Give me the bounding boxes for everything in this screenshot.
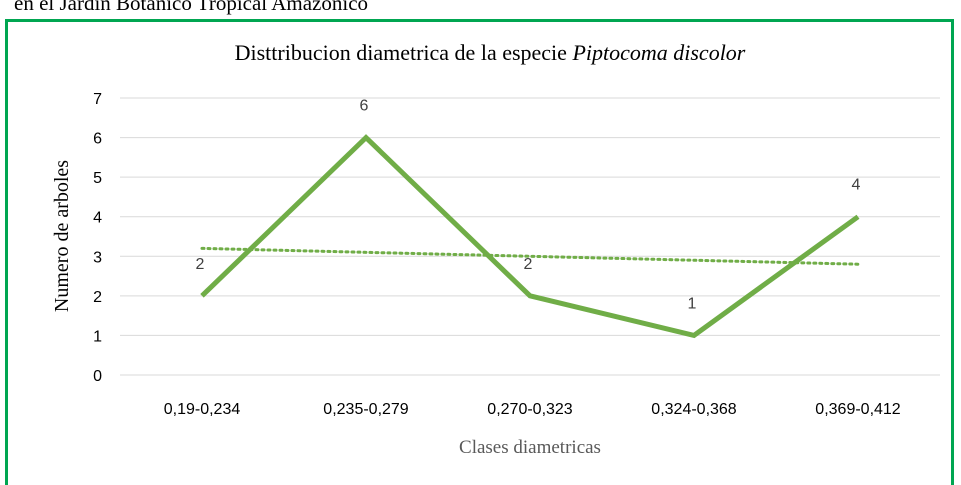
caption: en el Jardín Botánico Tropical Amazónico [14, 0, 368, 15]
y-tick-label: 6 [93, 131, 102, 148]
y-tick-label: 2 [93, 289, 102, 306]
data-line [200, 134, 860, 339]
y-tick-label: 1 [93, 328, 102, 345]
title-species: Piptocoma discolor [571, 40, 745, 65]
x-tick-label: 0,270-0,323 [487, 401, 573, 418]
y-tick-label: 3 [93, 249, 102, 266]
y-tick-label: 0 [93, 368, 102, 385]
y-tick-label: 4 [93, 210, 102, 227]
data-label: 6 [360, 98, 369, 115]
chart-title: Disttribucion diametrica de la especie P… [235, 40, 746, 65]
y-axis-label: Numero de arboles [51, 160, 73, 312]
trendline [200, 246, 860, 266]
x-tick-label: 0,369-0,412 [815, 401, 901, 418]
y-tick-label: 5 [93, 170, 102, 187]
y-tick-label: 7 [93, 91, 102, 108]
data-label: 2 [196, 256, 205, 273]
title-text: Disttribucion diametrica de la especie [235, 40, 567, 65]
data-label: 2 [524, 256, 533, 273]
x-tick-label: 0,324-0,368 [651, 401, 737, 418]
data-label: 1 [688, 295, 697, 312]
x-tick-label: 0,19-0,234 [164, 401, 241, 418]
x-tick-label: 0,235-0,279 [323, 401, 409, 418]
data-label: 4 [852, 177, 861, 194]
x-axis-label: Clases diametricas [459, 437, 601, 458]
